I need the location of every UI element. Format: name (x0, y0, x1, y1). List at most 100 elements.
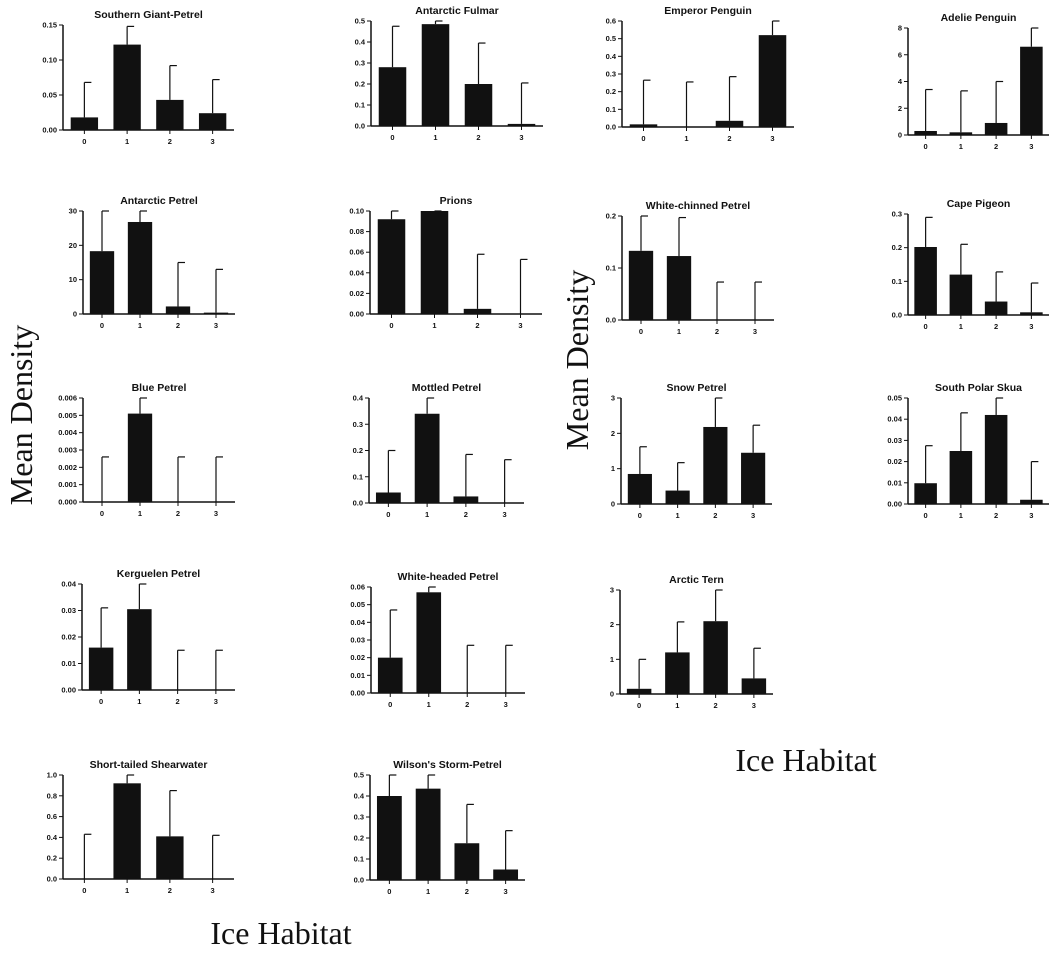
y-tick-label: 0.006 (58, 394, 77, 403)
panel: White-chinned Petrel 0.0 0.1 0.2 0 1 2 3 (606, 200, 774, 336)
bar (127, 221, 153, 314)
y-tick-label: 2 (898, 104, 902, 113)
y-tick-label: 0.03 (887, 436, 902, 445)
x-tick-label: 1 (426, 887, 430, 896)
y-tick-label: 0.2 (47, 854, 57, 863)
bar (156, 836, 184, 879)
bar (914, 246, 937, 315)
y-tick-label: 0.15 (42, 21, 57, 30)
panel-title: White-headed Petrel (398, 571, 499, 583)
y-tick-label: 0 (611, 500, 615, 509)
y-tick-label: 0.1 (606, 105, 616, 114)
bar (420, 211, 449, 314)
bar (1020, 499, 1043, 504)
y-tick-label: 0.1 (892, 277, 902, 286)
x-tick-label: 3 (211, 137, 215, 146)
bar (715, 120, 744, 127)
bar (198, 113, 227, 130)
y-tick-label: 0.02 (887, 457, 902, 466)
bar (127, 413, 153, 502)
bar (629, 124, 658, 127)
x-tick-label: 1 (137, 697, 141, 706)
x-tick-label: 1 (427, 700, 431, 709)
y-tick-label: 0.03 (61, 606, 76, 615)
y-tick-label: 0.2 (354, 834, 364, 843)
y-tick-label: 8 (898, 24, 902, 33)
x-tick-label: 2 (465, 887, 469, 896)
panel: Southern Giant-Petrel 0.00 0.05 0.10 0.15 0 1 2… (42, 9, 234, 146)
y-tick-label: 0.2 (892, 243, 902, 252)
y-tick-label: 0.10 (42, 56, 57, 65)
x-tick-label: 0 (100, 509, 104, 518)
bar (914, 130, 937, 135)
y-tick-label: 0.3 (355, 59, 365, 68)
x-tick-label: 1 (676, 511, 680, 520)
y-tick-label: 0.3 (353, 420, 363, 429)
x-tick-label: 0 (639, 327, 643, 336)
x-tick-label: 3 (214, 321, 218, 330)
y-tick-label: 0.03 (350, 636, 365, 645)
bar (1020, 312, 1043, 315)
x-tick-label: 1 (125, 137, 129, 146)
bar (156, 99, 184, 130)
y-axis-label-left: Mean Density (3, 325, 39, 505)
x-tick-label: 3 (752, 701, 756, 710)
x-tick-label: 3 (519, 133, 523, 142)
bar (627, 473, 652, 504)
panel-title: White-chinned Petrel (646, 200, 751, 212)
panel: Arctic Tern 0 1 2 3 0 1 2 3 (610, 574, 773, 710)
bar (914, 483, 937, 504)
bar (493, 869, 519, 880)
bar (377, 657, 403, 693)
y-tick-label: 3 (610, 586, 614, 595)
y-tick-label: 0.00 (61, 686, 76, 695)
bar (984, 414, 1008, 504)
y-tick-label: 0.8 (47, 791, 57, 800)
x-tick-label: 0 (924, 322, 928, 331)
panel: White-headed Petrel 0.00 0.01 0.02 0.03 0.04 0… (350, 571, 525, 709)
y-tick-label: 10 (69, 275, 77, 284)
x-tick-label: 0 (638, 511, 642, 520)
x-tick-label: 3 (1029, 142, 1033, 151)
y-axis-label-right: Mean Density (559, 270, 595, 450)
bar (113, 783, 141, 879)
y-tick-label: 1 (611, 464, 615, 473)
y-tick-label: 0.0 (606, 316, 616, 325)
y-tick-label: 0.02 (350, 653, 365, 662)
x-tick-label: 3 (1029, 511, 1033, 520)
y-tick-label: 0.001 (58, 480, 77, 489)
bar (421, 24, 450, 126)
y-tick-label: 0.000 (58, 498, 77, 507)
y-tick-label: 0.6 (47, 812, 57, 821)
x-tick-label: 3 (518, 321, 522, 330)
x-tick-label: 2 (168, 137, 172, 146)
bar (70, 117, 99, 130)
x-tick-label: 0 (637, 701, 641, 710)
y-tick-label: 0.04 (349, 268, 364, 277)
x-axis-label-left: Ice Habitat (210, 915, 351, 951)
y-tick-label: 0.05 (887, 394, 902, 403)
x-tick-label: 0 (386, 510, 390, 519)
bar (666, 256, 692, 320)
y-tick-label: 0.04 (350, 618, 365, 627)
y-tick-label: 0.5 (354, 771, 364, 780)
x-tick-label: 3 (504, 887, 508, 896)
bar (165, 306, 191, 314)
panel: Wilson's Storm-Petrel 0.0 0.1 0.2 0.3 0.4 0.5 0… (354, 759, 525, 896)
bar (984, 301, 1008, 315)
x-tick-label: 3 (770, 134, 774, 143)
bar (628, 250, 654, 320)
x-tick-label: 2 (994, 142, 998, 151)
panel-title: Antarctic Fulmar (415, 5, 498, 17)
bar (375, 492, 401, 503)
y-tick-label: 0.00 (349, 310, 364, 319)
x-tick-label: 2 (176, 697, 180, 706)
panel-title: Cape Pigeon (947, 198, 1011, 210)
y-tick-label: 0.05 (42, 91, 57, 100)
y-tick-label: 0.04 (61, 580, 76, 589)
x-tick-label: 2 (475, 321, 479, 330)
y-tick-label: 4 (898, 77, 903, 86)
bar (88, 647, 114, 690)
x-tick-label: 2 (476, 133, 480, 142)
